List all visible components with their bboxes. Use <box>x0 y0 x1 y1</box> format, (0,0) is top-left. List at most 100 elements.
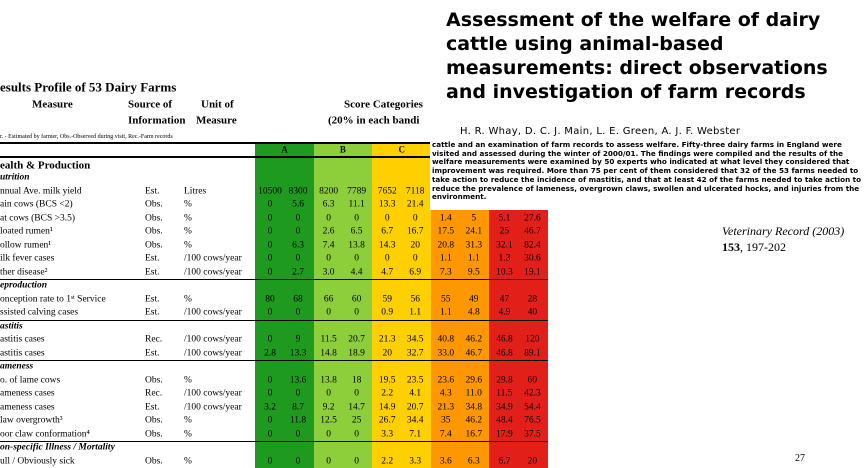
value: 33.0 <box>437 347 455 358</box>
value: 0 <box>384 212 390 223</box>
value: 30.6 <box>524 253 541 264</box>
value: 11.1 <box>348 199 365 210</box>
value: 26.7 <box>378 415 396 426</box>
value: 40.8 <box>437 334 455 345</box>
section-title: astitis <box>0 320 23 331</box>
value: 46.7 <box>524 226 541 237</box>
source: Est. <box>145 185 160 196</box>
measure: astitis cases <box>0 347 45 358</box>
value: 0 <box>267 334 273 345</box>
value: 19.5 <box>378 374 396 385</box>
value: 34.4 <box>406 415 424 426</box>
unit: /100 cows/year <box>184 388 242 399</box>
value: 8200 <box>319 185 339 196</box>
value: 0 <box>295 428 301 439</box>
value: 21.3 <box>378 334 396 345</box>
table-title: esults Profile of 53 Dairy Farms <box>0 79 177 95</box>
source: Obs. <box>145 212 163 223</box>
value: 0 <box>384 253 390 264</box>
value: 35 <box>441 415 451 426</box>
band-label: A <box>281 144 288 155</box>
value: 2.6 <box>322 226 335 237</box>
value: 6.3 <box>467 455 480 466</box>
value: 89.1 <box>524 347 541 358</box>
value: 0 <box>354 388 359 399</box>
value: 18.9 <box>348 347 365 358</box>
unit: /100 cows/year <box>184 266 242 277</box>
value: 6.3 <box>292 239 304 250</box>
value: 2.7 <box>292 266 304 277</box>
value: 16.7 <box>406 226 424 237</box>
value: 1.1 <box>439 253 452 264</box>
value: 2.2 <box>381 388 394 399</box>
value: 13.8 <box>320 374 337 385</box>
value: 7.1 <box>409 428 422 439</box>
value: 8.7 <box>292 401 304 412</box>
unit: % <box>184 226 192 237</box>
source: Obs. <box>145 428 163 439</box>
value: 13.8 <box>348 239 365 250</box>
unit: % <box>184 428 192 439</box>
value: 12.5 <box>320 415 337 426</box>
value: 0 <box>326 212 331 223</box>
value: 0 <box>295 226 301 237</box>
value: 6.9 <box>409 266 422 277</box>
group-heading: ealth & Production <box>0 159 91 172</box>
rule <box>0 360 548 361</box>
value: 0 <box>295 307 301 318</box>
measure: ain cows (BCS <2) <box>0 199 73 210</box>
value: 6.7 <box>498 455 511 466</box>
value: 1.1 <box>409 307 422 318</box>
value: 13.3 <box>378 199 396 210</box>
value: 4.3 <box>439 388 452 399</box>
value: 46.2 <box>465 415 483 426</box>
value: 56 <box>410 293 420 304</box>
volume: 153 <box>722 240 740 254</box>
value: 7652 <box>377 185 397 196</box>
value: 42.3 <box>524 388 541 399</box>
value: 1.3 <box>498 253 511 264</box>
value: 6.5 <box>350 226 363 237</box>
header: Source of <box>128 98 173 111</box>
value: 0 <box>295 455 301 466</box>
value: 16.7 <box>465 428 483 439</box>
value: 5.1 <box>498 212 511 223</box>
value: 8300 <box>288 185 308 196</box>
value: 29.6 <box>465 374 483 385</box>
value: 1.1 <box>467 253 480 264</box>
rule <box>0 441 548 442</box>
source: Rec. <box>145 388 163 399</box>
value: 54.4 <box>524 401 541 412</box>
rule <box>0 319 548 321</box>
score-band <box>255 143 314 468</box>
value: 17.5 <box>437 226 455 237</box>
value: 4.9 <box>498 307 511 318</box>
value: 13.6 <box>289 374 307 385</box>
value: 0 <box>267 374 273 385</box>
unit: /100 cows/year <box>184 334 242 345</box>
value: 0 <box>267 415 273 426</box>
score-band <box>372 143 431 468</box>
measure: at cows (BCS >3.5) <box>0 212 76 223</box>
value: 5 <box>471 212 477 223</box>
source: Obs. <box>145 239 163 250</box>
rule <box>0 279 548 280</box>
value: 80 <box>265 293 275 304</box>
value: 0.9 <box>381 307 394 318</box>
value: 19.1 <box>524 266 541 277</box>
score-band <box>313 143 373 468</box>
value: 46.7 <box>465 347 483 358</box>
value: 48.4 <box>496 415 513 426</box>
measure: onception rate to 1ˢᵗ Service <box>0 293 106 304</box>
value: 7.4 <box>439 428 452 439</box>
measure: ameness cases <box>0 401 55 412</box>
value: 0 <box>354 307 359 318</box>
journal-name: Veterinary Record (2003) <box>722 224 845 238</box>
unit: % <box>184 415 192 426</box>
source: Est. <box>145 293 160 304</box>
value: 25 <box>351 415 362 426</box>
value: 0 <box>354 212 359 223</box>
value: 0 <box>412 253 418 264</box>
value: 0 <box>326 307 331 318</box>
header: (20% in each bandi <box>328 114 420 127</box>
